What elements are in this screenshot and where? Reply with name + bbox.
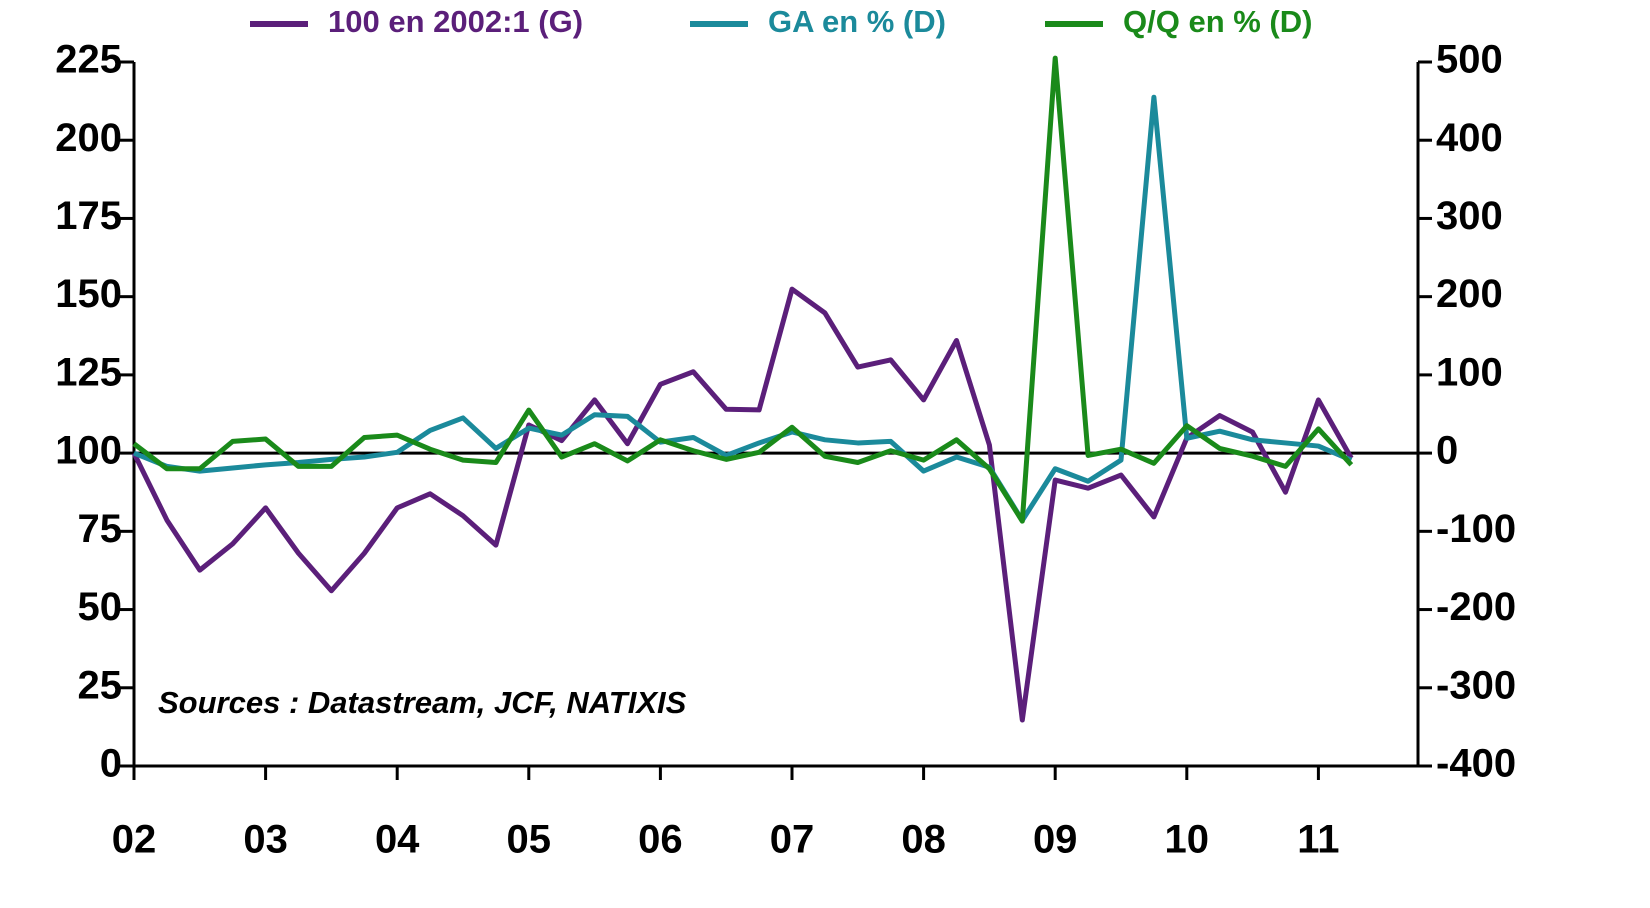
x-tick-label: 03 [243, 818, 288, 862]
y2-tick-label: 500 [1436, 38, 1503, 82]
x-tick-label: 06 [638, 818, 683, 862]
legend-label: GA en % (D) [768, 4, 946, 39]
y2-tick-label: 0 [1436, 429, 1458, 473]
annotation: Sources : Datastream, JCF, NATIXIS [158, 685, 687, 720]
x-tick-label: 05 [507, 818, 552, 862]
y-tick-label: 150 [55, 272, 122, 316]
y-tick-label: 125 [55, 350, 122, 394]
y-tick-label: 0 [100, 742, 122, 786]
y2-tick-label: -100 [1436, 507, 1516, 551]
legend-label: 100 en 2002:1 (G) [328, 4, 583, 39]
y-tick-label: 25 [78, 663, 123, 707]
y2-tick-label: 400 [1436, 116, 1503, 160]
legend-label: Q/Q en % (D) [1123, 4, 1312, 39]
y2-tick-label: 100 [1436, 350, 1503, 394]
x-tick-label: 08 [901, 818, 946, 862]
y-tick-label: 75 [78, 507, 123, 551]
x-tick-label: 04 [375, 818, 420, 862]
y-tick-label: 225 [55, 38, 122, 82]
y-tick-label: 100 [55, 429, 122, 473]
x-tick-label: 07 [770, 818, 815, 862]
x-tick-label: 10 [1165, 818, 1210, 862]
series-line [132, 55, 1354, 524]
y2-tick-label: 200 [1436, 272, 1503, 316]
y2-tick-label: 300 [1436, 194, 1503, 238]
series-line [131, 286, 1354, 723]
y-tick-label: 50 [78, 585, 123, 629]
x-tick-label: 11 [1297, 818, 1339, 862]
y2-tick-label: -200 [1436, 585, 1516, 629]
x-tick-label: 09 [1033, 818, 1078, 862]
x-tick-label: 02 [112, 818, 157, 862]
y2-tick-label: -400 [1436, 742, 1516, 786]
y2-tick-label: -300 [1436, 663, 1516, 707]
y-tick-label: 200 [55, 116, 122, 160]
y-tick-label: 175 [55, 194, 122, 238]
